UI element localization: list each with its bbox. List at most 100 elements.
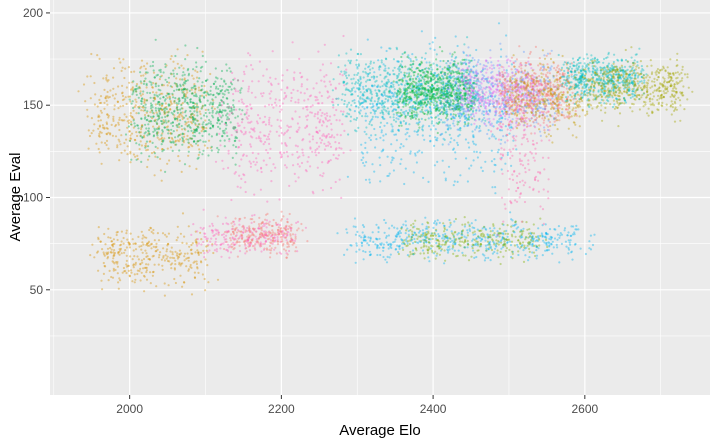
data-point xyxy=(179,108,182,111)
data-point xyxy=(416,93,419,96)
data-point xyxy=(431,95,434,98)
data-point xyxy=(180,262,183,265)
data-point xyxy=(130,137,133,140)
data-point xyxy=(459,76,462,79)
data-point xyxy=(123,113,126,116)
data-point xyxy=(98,132,101,135)
data-point xyxy=(418,87,421,90)
data-point xyxy=(477,58,480,62)
data-point xyxy=(105,121,108,124)
data-point xyxy=(199,70,202,73)
data-point xyxy=(356,87,359,90)
data-point xyxy=(478,93,481,96)
data-point xyxy=(164,102,167,105)
data-point xyxy=(96,250,100,253)
data-point xyxy=(158,116,161,119)
data-point xyxy=(192,120,195,124)
data-point xyxy=(422,124,425,127)
data-point xyxy=(110,123,113,126)
data-point xyxy=(241,234,244,237)
data-point xyxy=(217,125,220,128)
data-point xyxy=(186,79,189,82)
data-point xyxy=(438,121,441,124)
data-point xyxy=(307,156,310,159)
data-point xyxy=(190,293,194,296)
data-point xyxy=(266,234,269,238)
data-point xyxy=(236,185,239,188)
data-point xyxy=(306,160,309,163)
data-point xyxy=(146,165,149,169)
data-point xyxy=(285,150,288,154)
data-point xyxy=(437,106,440,109)
data-point xyxy=(459,129,462,132)
data-point xyxy=(177,100,181,103)
data-point xyxy=(392,73,395,76)
data-point xyxy=(432,62,435,65)
data-point xyxy=(225,248,228,251)
data-point xyxy=(314,112,317,116)
data-point xyxy=(160,108,164,111)
data-point xyxy=(245,250,248,253)
data-point xyxy=(408,78,411,81)
data-point xyxy=(455,86,459,90)
data-point xyxy=(395,46,398,49)
data-point xyxy=(383,124,386,127)
data-point xyxy=(150,109,153,112)
data-point xyxy=(405,121,408,124)
data-point xyxy=(190,243,193,247)
data-point xyxy=(414,154,417,157)
data-point xyxy=(230,106,233,109)
data-point xyxy=(191,92,194,95)
data-point xyxy=(173,114,176,117)
data-point xyxy=(370,124,373,127)
data-point xyxy=(283,132,286,135)
data-point xyxy=(212,94,215,97)
data-point xyxy=(263,233,266,237)
data-point xyxy=(455,70,458,73)
data-point xyxy=(265,234,268,237)
data-point xyxy=(144,249,147,252)
data-point xyxy=(456,44,459,48)
data-point xyxy=(376,85,379,88)
data-point xyxy=(455,105,458,109)
data-point xyxy=(170,136,173,140)
data-point xyxy=(211,124,214,127)
data-point xyxy=(270,242,273,245)
data-point xyxy=(421,134,424,137)
data-point xyxy=(286,233,289,237)
data-point xyxy=(415,58,418,61)
data-point xyxy=(145,86,148,89)
data-point xyxy=(247,234,250,237)
data-point xyxy=(232,78,235,81)
data-point xyxy=(164,115,167,118)
data-point xyxy=(357,126,360,129)
data-point xyxy=(406,83,409,86)
data-point xyxy=(93,123,96,126)
data-point xyxy=(462,82,466,85)
data-point xyxy=(406,92,409,95)
data-point xyxy=(312,87,315,90)
data-point xyxy=(259,245,262,248)
data-point xyxy=(128,246,131,249)
data-point xyxy=(403,91,406,95)
data-point xyxy=(459,127,462,130)
data-point xyxy=(368,120,372,123)
data-point xyxy=(277,233,280,236)
data-point xyxy=(457,68,460,71)
data-point xyxy=(306,240,309,243)
data-point xyxy=(150,120,153,123)
data-point xyxy=(371,102,374,105)
data-point xyxy=(371,118,374,121)
data-point xyxy=(208,133,211,136)
data-point xyxy=(305,105,308,109)
data-point xyxy=(424,97,427,101)
data-point xyxy=(381,111,384,114)
data-point xyxy=(197,271,200,274)
data-point xyxy=(89,97,92,100)
data-point xyxy=(377,97,380,100)
data-point xyxy=(391,92,394,95)
data-point xyxy=(484,119,487,122)
data-point xyxy=(318,121,321,124)
data-point xyxy=(120,252,123,255)
